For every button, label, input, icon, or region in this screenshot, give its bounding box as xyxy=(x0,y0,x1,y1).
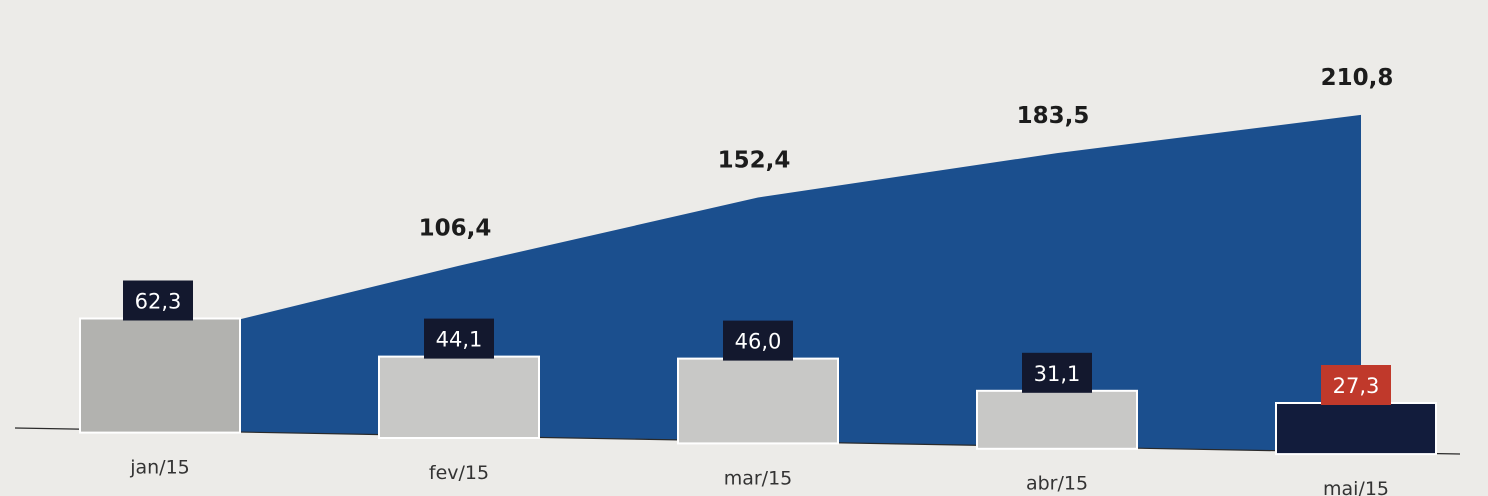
bar xyxy=(976,389,1138,450)
value-label: 62,3 xyxy=(135,290,182,314)
cumulative-label: 210,8 xyxy=(1321,65,1394,91)
category-label: mar/15 xyxy=(724,467,793,489)
cumulative-label: 183,5 xyxy=(1017,103,1090,129)
value-label: 31,1 xyxy=(1034,362,1081,386)
cumulative-label: 152,4 xyxy=(718,148,791,174)
category-label: jan/15 xyxy=(129,457,190,479)
category-label: mai/15 xyxy=(1323,478,1389,496)
value-label-box xyxy=(123,280,193,321)
bar xyxy=(378,355,540,440)
bar xyxy=(677,357,839,445)
value-label: 46,0 xyxy=(735,330,782,354)
value-label: 27,3 xyxy=(1333,374,1380,398)
value-label-box xyxy=(424,318,494,359)
value-label-box xyxy=(1321,365,1391,405)
category-label: abr/15 xyxy=(1026,473,1088,495)
bar xyxy=(79,317,241,434)
value-label: 44,1 xyxy=(436,328,483,352)
cumulative-label: 106,4 xyxy=(419,216,492,242)
value-label-box xyxy=(723,320,793,361)
category-label: fev/15 xyxy=(429,462,489,484)
value-label-box xyxy=(1022,352,1092,393)
bar xyxy=(1275,402,1437,456)
